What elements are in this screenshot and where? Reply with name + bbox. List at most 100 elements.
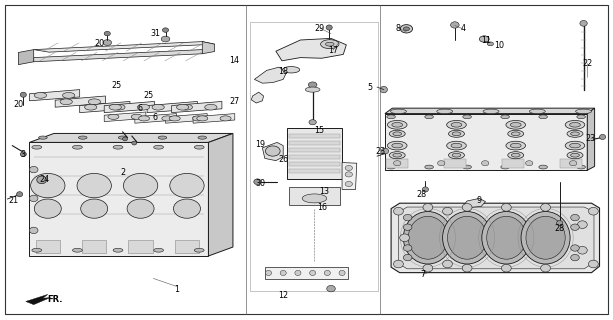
- Ellipse shape: [387, 115, 395, 119]
- Polygon shape: [166, 114, 207, 123]
- Bar: [175, 240, 199, 253]
- Polygon shape: [135, 114, 177, 123]
- Polygon shape: [385, 108, 595, 114]
- Ellipse shape: [20, 92, 26, 97]
- Ellipse shape: [400, 25, 413, 33]
- Ellipse shape: [571, 153, 579, 157]
- Text: 9: 9: [477, 196, 482, 205]
- Text: 10: 10: [495, 41, 504, 50]
- Ellipse shape: [152, 104, 164, 110]
- Polygon shape: [104, 101, 154, 113]
- Ellipse shape: [103, 40, 112, 45]
- Ellipse shape: [37, 176, 47, 184]
- Ellipse shape: [345, 172, 352, 177]
- Text: FR.: FR.: [47, 295, 63, 304]
- Ellipse shape: [158, 136, 167, 139]
- Ellipse shape: [557, 220, 563, 226]
- Text: 18: 18: [278, 67, 288, 76]
- Polygon shape: [147, 101, 197, 113]
- Ellipse shape: [131, 114, 142, 119]
- Ellipse shape: [389, 130, 405, 137]
- Ellipse shape: [394, 161, 401, 166]
- Polygon shape: [26, 294, 50, 305]
- Ellipse shape: [81, 199, 108, 218]
- Ellipse shape: [511, 132, 520, 136]
- Polygon shape: [80, 101, 130, 113]
- Text: 23: 23: [585, 134, 595, 143]
- Ellipse shape: [123, 137, 128, 141]
- Polygon shape: [34, 50, 202, 62]
- Ellipse shape: [403, 245, 412, 251]
- Ellipse shape: [321, 40, 339, 49]
- Ellipse shape: [77, 173, 112, 198]
- Ellipse shape: [63, 92, 75, 98]
- Ellipse shape: [487, 216, 526, 259]
- Ellipse shape: [17, 192, 23, 197]
- Bar: [386, 159, 408, 168]
- Ellipse shape: [463, 115, 471, 119]
- Ellipse shape: [280, 270, 286, 276]
- Ellipse shape: [408, 216, 447, 259]
- Ellipse shape: [29, 227, 38, 234]
- Ellipse shape: [565, 141, 585, 150]
- Ellipse shape: [154, 248, 164, 252]
- Ellipse shape: [508, 152, 524, 159]
- Text: 15: 15: [314, 126, 324, 135]
- Ellipse shape: [339, 270, 345, 276]
- Ellipse shape: [511, 123, 521, 127]
- Ellipse shape: [309, 120, 316, 125]
- Text: 19: 19: [256, 140, 265, 149]
- Ellipse shape: [508, 130, 524, 137]
- Text: 25: 25: [112, 81, 121, 90]
- Ellipse shape: [501, 264, 511, 272]
- Ellipse shape: [198, 136, 207, 139]
- Ellipse shape: [403, 224, 412, 230]
- Polygon shape: [276, 38, 346, 61]
- Ellipse shape: [403, 254, 412, 261]
- Ellipse shape: [569, 161, 577, 166]
- Ellipse shape: [580, 20, 587, 26]
- Ellipse shape: [78, 136, 87, 139]
- Text: 7: 7: [421, 270, 425, 279]
- Ellipse shape: [139, 116, 150, 121]
- Polygon shape: [251, 92, 264, 103]
- Ellipse shape: [194, 145, 204, 149]
- Polygon shape: [465, 198, 485, 207]
- Ellipse shape: [482, 161, 489, 166]
- Polygon shape: [398, 207, 594, 269]
- Ellipse shape: [521, 212, 570, 264]
- Ellipse shape: [118, 136, 127, 139]
- Ellipse shape: [173, 199, 200, 218]
- Ellipse shape: [425, 115, 433, 119]
- Ellipse shape: [254, 179, 261, 185]
- Text: 20: 20: [94, 39, 104, 48]
- Polygon shape: [587, 108, 595, 170]
- Ellipse shape: [302, 194, 327, 203]
- Text: 11: 11: [481, 36, 491, 45]
- Bar: [444, 159, 466, 168]
- Ellipse shape: [443, 212, 492, 264]
- Ellipse shape: [32, 145, 42, 149]
- Ellipse shape: [161, 36, 170, 42]
- Bar: [287, 128, 342, 179]
- Text: 3: 3: [21, 150, 26, 159]
- Ellipse shape: [511, 153, 520, 157]
- Ellipse shape: [600, 134, 606, 140]
- Ellipse shape: [436, 109, 452, 114]
- Text: 28: 28: [417, 190, 427, 199]
- Ellipse shape: [529, 109, 546, 114]
- Ellipse shape: [393, 132, 402, 136]
- Ellipse shape: [452, 153, 461, 157]
- Ellipse shape: [327, 285, 335, 292]
- Ellipse shape: [443, 260, 452, 268]
- Ellipse shape: [180, 104, 192, 110]
- Ellipse shape: [403, 27, 409, 31]
- Ellipse shape: [577, 246, 587, 254]
- Bar: [36, 240, 60, 253]
- Ellipse shape: [123, 173, 158, 198]
- Ellipse shape: [72, 145, 82, 149]
- Polygon shape: [193, 114, 235, 123]
- Ellipse shape: [205, 104, 217, 110]
- Ellipse shape: [462, 204, 472, 211]
- Ellipse shape: [390, 109, 406, 114]
